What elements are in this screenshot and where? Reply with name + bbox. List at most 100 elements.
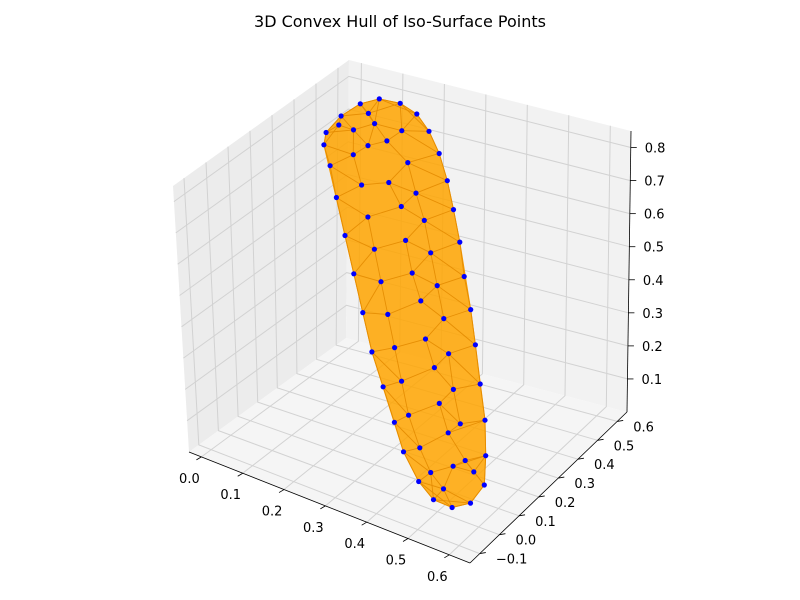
hull-edge	[423, 220, 432, 253]
data-point	[430, 497, 437, 503]
hull-edge	[399, 102, 418, 115]
data-point	[385, 311, 391, 317]
y-tick	[577, 457, 585, 460]
data-point	[409, 270, 415, 276]
data-point	[369, 349, 375, 355]
hull-edge	[387, 314, 396, 348]
axis-lines	[188, 130, 632, 564]
data-point	[434, 283, 440, 289]
hull-edge	[418, 481, 453, 508]
data-point	[428, 469, 434, 476]
data-point	[450, 463, 456, 469]
data-point	[360, 310, 366, 316]
data-point	[321, 142, 327, 148]
convex-hull	[323, 98, 487, 509]
hull-edge	[436, 285, 445, 319]
data-point	[461, 273, 467, 280]
hull-edge	[382, 386, 395, 423]
hull-edge	[388, 182, 417, 194]
hull-edge	[484, 420, 487, 456]
data-point	[372, 121, 378, 127]
hull-edge	[430, 252, 465, 277]
hull-edge	[408, 415, 421, 448]
y-tick-label: −0.1	[496, 553, 528, 568]
z-tick-label: 0.5	[643, 241, 664, 256]
hull-edge	[452, 502, 471, 508]
data-point	[406, 412, 412, 418]
hull-edge	[418, 481, 434, 500]
hull-edge	[479, 383, 486, 421]
data-point	[422, 336, 429, 342]
data-point	[481, 482, 487, 488]
hull-edge	[430, 252, 438, 286]
hull-edge	[459, 242, 465, 277]
y-tick-label: 0.3	[574, 477, 595, 492]
y-tick-label: 0.0	[515, 534, 536, 549]
x-axis-line	[188, 451, 471, 564]
hull-edge	[452, 389, 461, 424]
hull-edge	[329, 165, 362, 186]
data-point	[428, 250, 434, 256]
y-tick-label: 0.5	[614, 439, 635, 454]
hull-edge	[388, 162, 409, 183]
z-tick-label: 0.2	[642, 340, 663, 355]
hull-edge	[382, 386, 409, 416]
hull-edge	[448, 353, 481, 385]
x-tick	[361, 521, 367, 526]
hull-edge	[344, 235, 375, 250]
hull-edge	[362, 281, 382, 313]
hull-edge	[474, 344, 481, 385]
data-point	[436, 400, 442, 406]
data-point	[462, 457, 468, 464]
hull-edge	[453, 383, 481, 390]
data-point	[350, 127, 357, 133]
data-point	[418, 298, 424, 304]
hull-edge	[374, 239, 406, 250]
hull-edge	[443, 466, 454, 490]
y-axis-line	[469, 411, 628, 564]
hull-edge	[430, 465, 454, 473]
gridline-x	[448, 125, 611, 556]
hull-edge	[367, 206, 402, 218]
gridline-z	[173, 75, 631, 203]
data-point	[416, 478, 422, 485]
hull-edge	[401, 367, 435, 382]
hull-edge	[329, 154, 354, 167]
hull-edge	[420, 300, 445, 319]
hull-edge	[452, 455, 486, 467]
z-tick-label: 0.3	[642, 307, 663, 322]
hull-edge	[394, 414, 409, 423]
x-tick	[320, 505, 326, 510]
hull-edge	[433, 499, 471, 504]
hull-edge	[335, 197, 346, 236]
data-point	[403, 237, 409, 243]
hull-edge	[448, 344, 476, 355]
z-tick-label: 0.8	[645, 142, 666, 157]
hull-edge	[415, 192, 454, 211]
y-tick	[597, 438, 604, 441]
x-tick-label: 0.6	[427, 570, 448, 585]
hull-edge	[403, 451, 420, 482]
data-point	[471, 469, 477, 475]
data-point	[449, 504, 455, 511]
x-tick-label: 0.3	[303, 521, 324, 536]
y-tick	[518, 514, 526, 517]
gridline-y	[315, 83, 598, 441]
x-tick-label: 0.2	[262, 505, 283, 520]
gridline-z	[186, 304, 628, 422]
hull-edge	[386, 130, 403, 142]
data-point	[338, 113, 344, 119]
data-point	[472, 342, 478, 348]
x-tick	[278, 489, 285, 493]
data-point	[482, 417, 488, 423]
hull-edge	[470, 309, 476, 345]
hull-edge	[353, 123, 375, 131]
hull-edge	[388, 182, 402, 207]
data-point	[426, 128, 432, 134]
hull-edge	[367, 123, 376, 146]
hull-edge	[443, 488, 453, 508]
hull-edge	[418, 481, 444, 490]
hull-edge	[411, 272, 438, 286]
hull-edge	[394, 421, 421, 449]
